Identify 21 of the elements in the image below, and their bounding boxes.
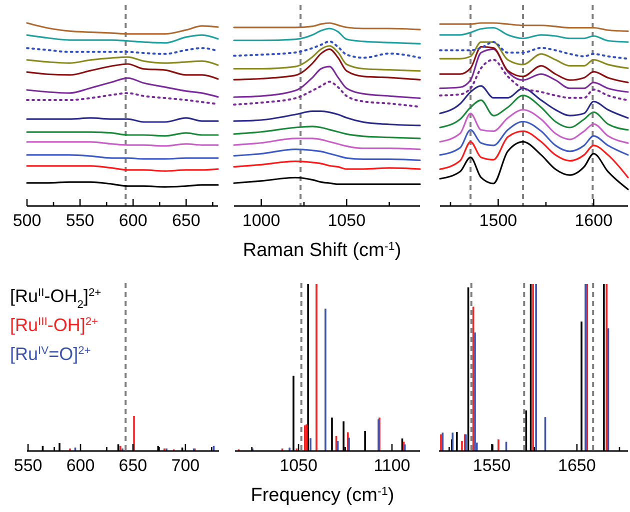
x-tick-label: 550: [14, 456, 42, 475]
x-tick-label: 1550: [472, 456, 511, 475]
x-tick-label: 1000: [242, 211, 280, 230]
text: [Ru$^{III}$-OH]$^{2+}$: [10, 315, 98, 335]
x-tick-label: 650: [118, 456, 148, 475]
x-tick-label: 1650: [558, 456, 596, 475]
x-tick-label: 1050: [280, 456, 318, 475]
x-axis-title: Raman Shift (cm$^{-1}$): [242, 240, 402, 261]
x-tick-label: 1500: [479, 211, 518, 230]
x-tick-label: 650: [172, 211, 200, 230]
text: [Ru$^{IV}$=O]$^{2+}$: [10, 344, 91, 364]
x-tick-label: 600: [66, 456, 95, 475]
x-tick-label: 1100: [374, 456, 410, 475]
x-tick-label: 600: [118, 211, 148, 230]
x-axis-title: Frequency (cm$^{-1}$): [250, 484, 394, 506]
x-tick-label: 500: [12, 211, 42, 230]
x-tick-label: 700: [171, 456, 200, 475]
text: [Ru$^{II}$-OH$_{2}$]$^{2+}$: [10, 286, 102, 311]
x-tick-label: 550: [66, 211, 94, 230]
x-tick-label: 1600: [574, 211, 613, 230]
x-tick-label: 1050: [328, 211, 366, 230]
